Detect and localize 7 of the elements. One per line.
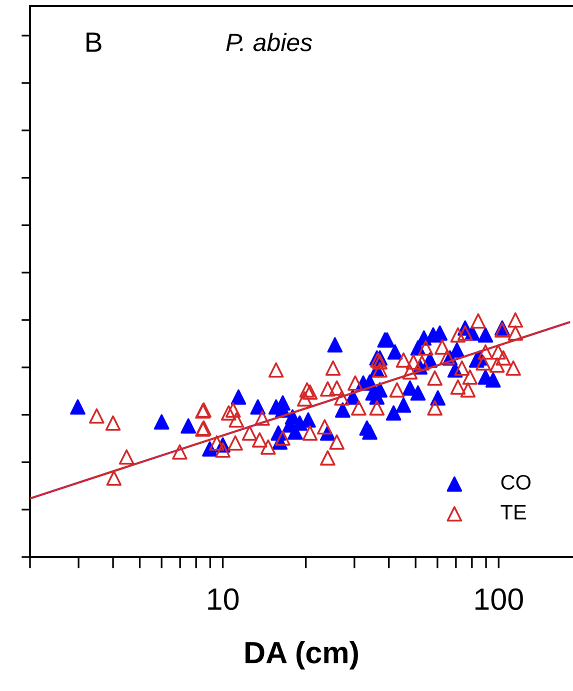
text: B [86,32,102,52]
legend-label: CO [501,474,531,490]
x-tick-label: 10 [208,588,239,610]
text: P. abies [226,32,312,52]
legend-label: TE [500,505,526,520]
x-tick-label: 100 [476,588,523,610]
x-axis-title: DA (cm) [246,641,358,670]
